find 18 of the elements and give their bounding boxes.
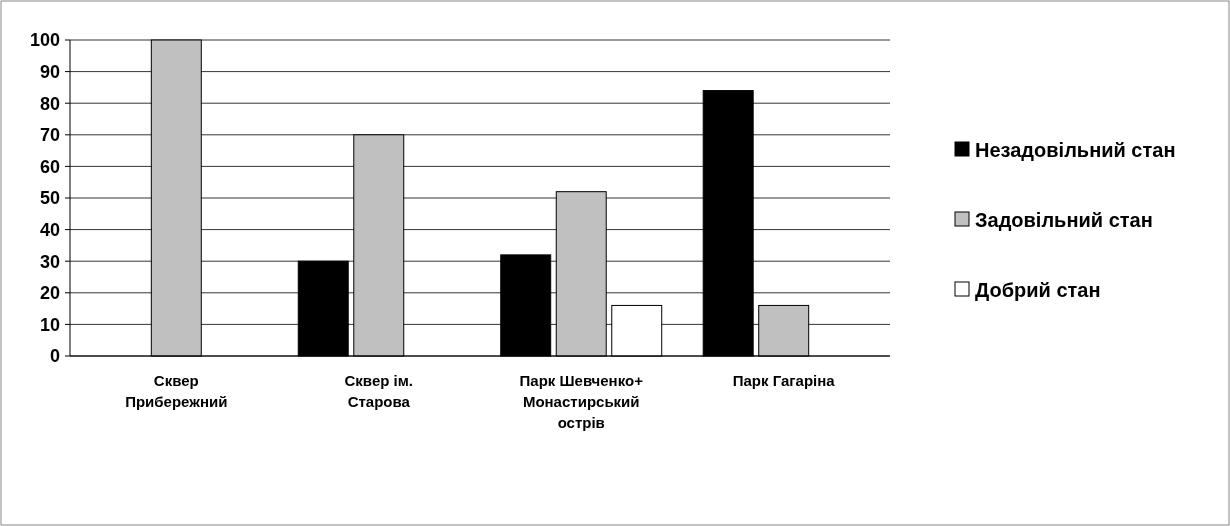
y-tick-label: 40 [39, 219, 60, 240]
y-tick-label: 30 [39, 251, 60, 272]
x-tick-label: Сквер Прибережний [125, 372, 228, 410]
y-tick-label: 60 [39, 156, 60, 177]
y-tick-label: 10 [39, 314, 60, 335]
y-tick-label: 100 [29, 30, 60, 51]
y-tick-label: 80 [39, 93, 60, 114]
y-tick-label: 70 [39, 125, 60, 146]
y-tick-label: 90 [39, 61, 60, 82]
y-tick-label: 0 [49, 346, 60, 367]
legend-label: Незадовільний стан [975, 139, 1176, 161]
x-tick-label: Парк Шевченко+ Монастирський острів [519, 372, 644, 431]
x-tick-label: Парк Гагаріна [732, 372, 836, 389]
y-tick-label: 20 [39, 283, 60, 304]
y-tick-label: 50 [39, 188, 60, 209]
legend-label: Добрий стан [975, 279, 1101, 301]
legend-label: Задовільний стан [975, 209, 1153, 231]
x-tick-label: Сквер ім. Старова [344, 372, 413, 410]
